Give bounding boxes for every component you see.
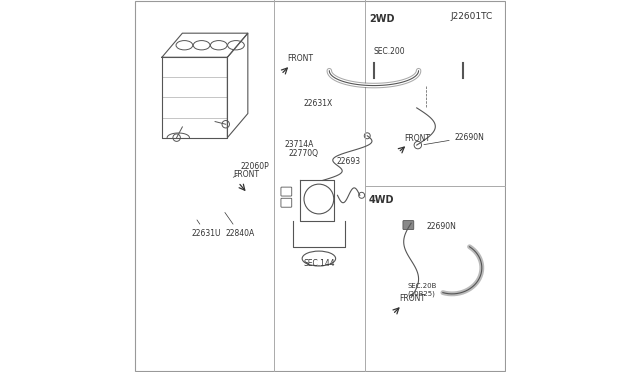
Text: 22631U: 22631U: [191, 220, 221, 238]
Text: SEC.200: SEC.200: [373, 47, 405, 56]
Text: FRONT: FRONT: [399, 294, 425, 303]
Text: 22840A: 22840A: [225, 212, 254, 238]
Text: 22690N: 22690N: [424, 132, 484, 145]
Text: FRONT: FRONT: [287, 54, 314, 62]
Text: J22601TC: J22601TC: [451, 12, 493, 21]
Text: 2WD: 2WD: [369, 13, 395, 23]
FancyBboxPatch shape: [403, 221, 413, 230]
Text: 22693: 22693: [337, 157, 361, 166]
Text: 22690N: 22690N: [426, 222, 456, 231]
Text: SEC.144: SEC.144: [303, 259, 335, 268]
Text: 4WD: 4WD: [369, 195, 395, 205]
Text: 22631X: 22631X: [303, 99, 333, 108]
Text: 22770Q: 22770Q: [289, 149, 318, 158]
Text: FRONT: FRONT: [234, 170, 260, 179]
Text: SEC.20B
(20B25): SEC.20B (20B25): [408, 283, 436, 297]
Text: 22060P: 22060P: [233, 162, 269, 177]
Text: 23714A: 23714A: [285, 140, 314, 149]
Text: FRONT: FRONT: [404, 134, 430, 142]
